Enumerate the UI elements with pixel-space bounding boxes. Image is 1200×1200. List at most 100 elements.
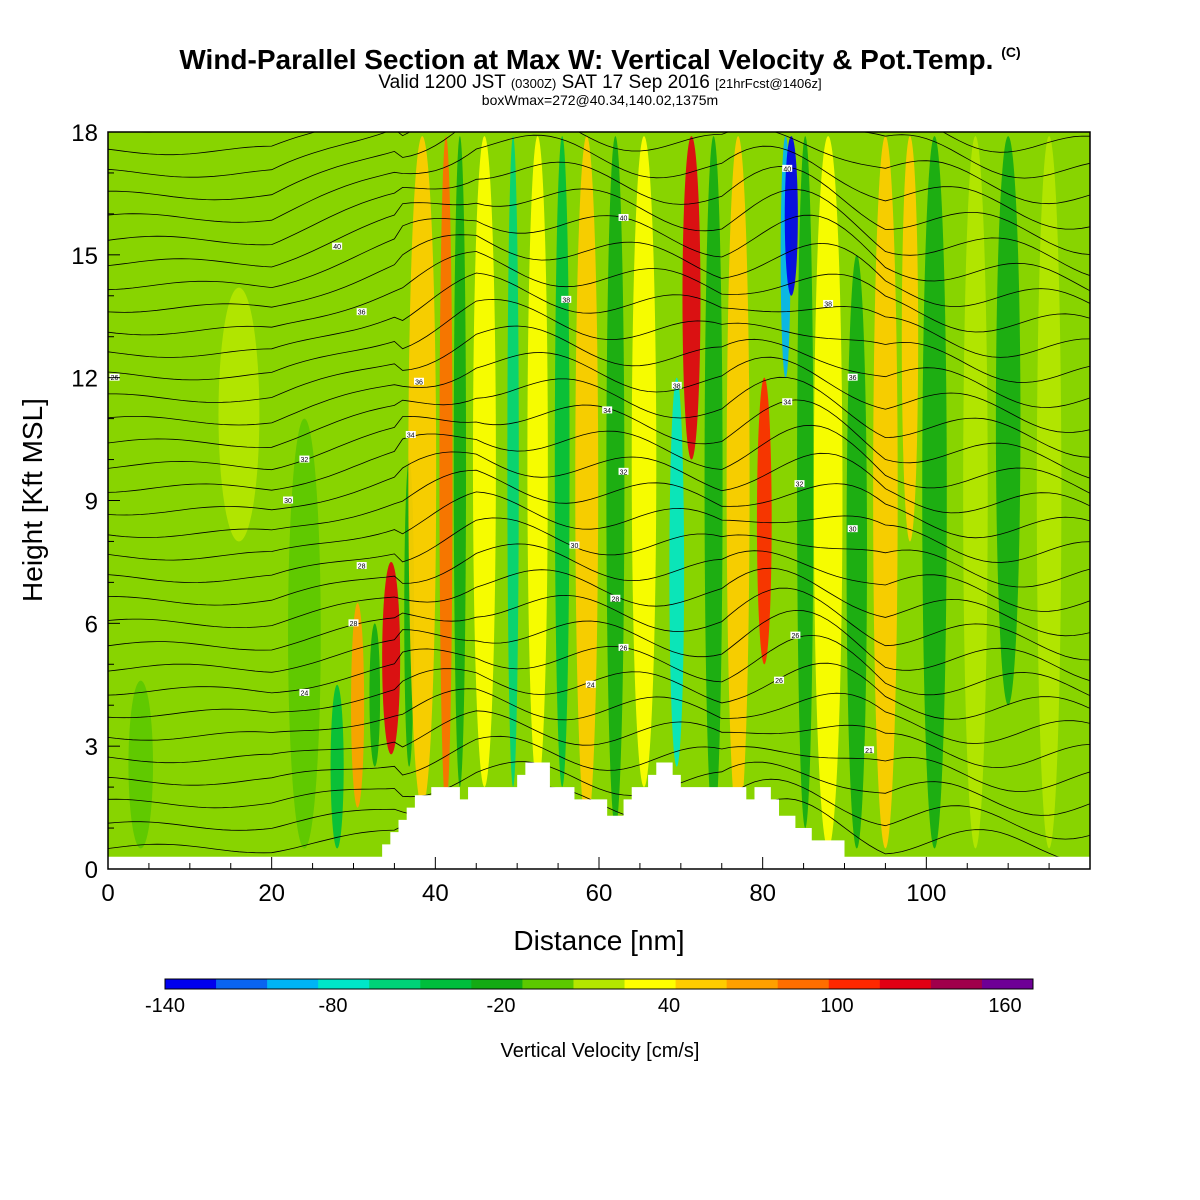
velocity-band xyxy=(351,602,365,808)
colorbar-swatch xyxy=(522,979,574,989)
isentrope-label-box xyxy=(602,406,613,414)
isentrope-line xyxy=(108,376,1090,458)
isentrope-label: 40 xyxy=(783,166,791,173)
y-axis: 0 3 6 9 12 15 18 xyxy=(71,120,120,884)
forecast-info: [21hrFcst@1406z] xyxy=(715,76,822,91)
isentrope-label-box xyxy=(847,525,858,533)
x-tick-label: 0 xyxy=(101,880,114,907)
isentrope-label-box xyxy=(790,631,801,639)
isentrope-line xyxy=(108,214,1090,292)
colorbar-label: -140 xyxy=(145,995,185,1017)
utc-time: (0300Z) xyxy=(510,76,557,91)
isentrope-label-box xyxy=(405,430,416,438)
y-tick-label: 12 xyxy=(71,366,98,393)
velocity-band xyxy=(797,136,814,829)
x-axis-title: Distance [nm] xyxy=(513,925,684,956)
isentrope-label-box xyxy=(348,619,359,627)
velocity-band xyxy=(726,136,750,829)
isentrope-line xyxy=(108,517,1090,588)
colorbar-label: 160 xyxy=(988,995,1021,1017)
isentrope-label-box xyxy=(356,308,367,316)
isentrope-label-box xyxy=(299,455,310,463)
isentrope-label: 30 xyxy=(849,527,857,534)
isentrope-line xyxy=(108,761,1090,816)
colorbar-swatch xyxy=(879,979,932,989)
velocity-band xyxy=(873,136,898,849)
colorbar-swatch xyxy=(420,979,472,989)
isentrope-line xyxy=(108,272,1090,358)
isentrope-line xyxy=(108,298,1090,383)
isentrope-line xyxy=(108,399,1090,479)
colorbar-label: 100 xyxy=(820,995,853,1017)
isentrope-label: 40 xyxy=(620,215,628,222)
colorbar-swatch xyxy=(165,979,217,989)
isentrope-label-box xyxy=(782,398,793,406)
copyright-mark: (C) xyxy=(1001,44,1021,60)
velocity-band xyxy=(507,136,519,788)
isentrope-label-box xyxy=(413,377,424,385)
velocity-band xyxy=(128,680,154,849)
isentrope-line xyxy=(129,132,164,133)
isentrope-label: 36 xyxy=(415,379,423,386)
velocity-band xyxy=(901,136,919,542)
isentrope-line xyxy=(108,735,1090,792)
plot-area: 26 40 36 36 34 32 30 28 28 24 40 38 38 34 32 30 28 26 24 40… xyxy=(108,132,1090,869)
velocity-band xyxy=(330,684,344,849)
isentrope-line xyxy=(108,688,1090,744)
x-axis: 0 20 40 60 80 100 xyxy=(101,857,1091,907)
isentrope-label-box xyxy=(299,688,310,696)
isentrope-label-box xyxy=(774,676,785,684)
velocity-band xyxy=(784,136,798,296)
isentrope-label: 38 xyxy=(673,383,681,390)
isentrope-label: 24 xyxy=(301,690,309,697)
isentrope-line xyxy=(108,543,1090,612)
isentropes xyxy=(108,132,1090,864)
velocity-band xyxy=(218,287,260,542)
isentrope-label-box xyxy=(794,480,805,488)
isentrope-label: 36 xyxy=(849,375,857,382)
velocity-band xyxy=(527,136,548,788)
isentrope-label: 24 xyxy=(587,682,595,689)
isentrope-line xyxy=(108,710,1090,769)
isentrope-label: 28 xyxy=(611,596,619,603)
isentrope-label-box xyxy=(356,562,367,570)
chart-title: Wind-Parallel Section at Max W: Vertical… xyxy=(0,44,1200,76)
isentrope-label: 28 xyxy=(358,564,366,571)
y-tick-label: 0 xyxy=(85,857,98,884)
x-tick-label: 40 xyxy=(422,880,449,907)
velocity-band xyxy=(813,136,843,849)
isentrope-label: 32 xyxy=(620,469,628,476)
isentrope-line xyxy=(108,587,1090,661)
isentrope-label: 34 xyxy=(407,432,415,439)
isentrope-label: 32 xyxy=(301,457,309,464)
isentrope-label-box xyxy=(332,242,343,250)
isentrope-label-box xyxy=(847,373,858,381)
x-tick-label: 100 xyxy=(906,880,946,907)
isentrope-label: 28 xyxy=(350,621,358,628)
colorbar-swatch xyxy=(777,979,830,989)
velocity-band xyxy=(963,136,988,849)
isentrope-line xyxy=(108,188,1090,276)
velocity-band xyxy=(453,136,467,788)
colorbar-label: 40 xyxy=(658,995,680,1017)
velocity-bands xyxy=(128,136,1062,849)
colorbar: -140 -80 -20 40 100 160 xyxy=(145,978,1034,1017)
isentrope-line xyxy=(108,132,1090,205)
isentrope-line xyxy=(108,567,1090,637)
velocity-band xyxy=(756,377,772,665)
valid-time: Valid 1200 JST xyxy=(378,72,506,93)
velocity-band xyxy=(554,136,570,788)
colorbar-swatch xyxy=(471,979,523,989)
colorbar-swatch xyxy=(624,979,677,989)
isentrope-line xyxy=(108,161,1090,255)
x-tick-label: 20 xyxy=(258,880,285,907)
y-tick-label: 9 xyxy=(85,489,98,516)
isentrope-label-box xyxy=(823,299,834,307)
isentrope-line xyxy=(108,609,1090,682)
isentrope-line xyxy=(108,634,1090,697)
velocity-band xyxy=(575,136,599,829)
velocity-band xyxy=(439,136,453,808)
velocity-band xyxy=(922,136,947,849)
isentrope-line xyxy=(108,234,1090,313)
isentrope-label: 26 xyxy=(775,678,783,685)
